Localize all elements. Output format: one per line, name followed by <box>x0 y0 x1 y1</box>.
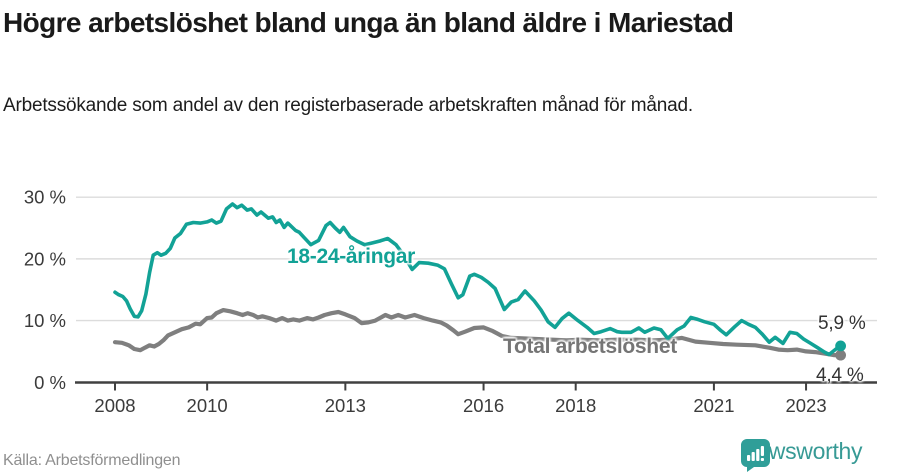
newsworthy-brand: Newsworthy <box>740 438 863 472</box>
series-label-total: Total arbetslöshet <box>503 335 677 358</box>
y-axis-tick-label: 30 % <box>24 187 66 208</box>
series-label-youth: 18-24-åringar <box>287 245 415 268</box>
source-credit: Källa: Arbetsförmedlingen <box>3 452 181 469</box>
series-line-total <box>112 308 843 358</box>
series-end-dot-youth <box>835 340 847 352</box>
x-axis-tick-label: 2023 <box>785 395 826 416</box>
x-axis-tick-label: 2016 <box>463 395 504 416</box>
series-end-dot-total <box>835 349 847 361</box>
y-axis-tick-label: 0 % <box>34 372 66 393</box>
page-title: Högre arbetslöshet bland unga än bland ä… <box>3 7 734 38</box>
y-axis-tick-label: 20 % <box>24 248 66 269</box>
gridlines <box>76 196 877 322</box>
series-line-youth <box>113 202 843 357</box>
end-value-label-total: 4,4 % <box>816 365 864 386</box>
x-axis-tick-label: 2021 <box>693 395 734 416</box>
x-axis-tick-label: 2010 <box>187 395 228 416</box>
axis-tick-labels: 0 % 10 % 20 % 30 % 2008 2010 2013 2016 2018 2021 2… <box>24 187 827 416</box>
newsworthy-logo-icon <box>741 439 770 472</box>
x-axis-tick-label: 2008 <box>94 395 135 416</box>
end-value-label-youth: 5,9 % <box>818 313 866 334</box>
x-axis-tick-label: 2013 <box>325 395 366 416</box>
x-axis <box>75 381 877 391</box>
y-axis-tick-label: 10 % <box>24 310 66 331</box>
chart-subtitle: Arbetssökande som andel av den registerb… <box>3 95 693 116</box>
x-axis-tick-label: 2018 <box>555 395 596 416</box>
